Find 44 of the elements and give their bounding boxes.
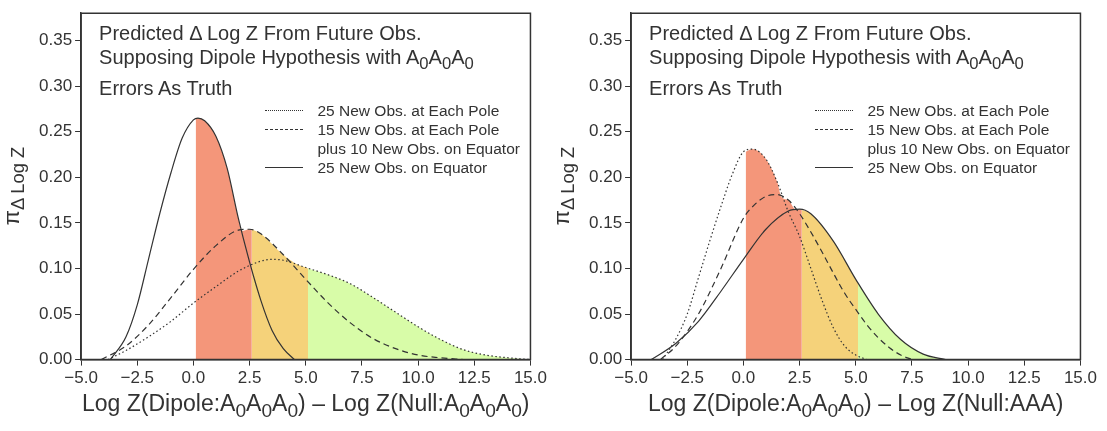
y-tick-label: 0.20	[588, 166, 623, 186]
x-tick-label: −5.0	[64, 368, 98, 388]
y-tick-label: 0.20	[38, 166, 73, 186]
x-tick-label: 0.0	[731, 368, 756, 388]
x-tick-label: 5.0	[293, 368, 318, 388]
x-tick-label: 7.5	[350, 368, 374, 388]
x-tick-label: 10.0	[951, 368, 985, 388]
x-tick-label: −2.5	[670, 368, 705, 388]
y-tick-label: 0.15	[588, 212, 623, 232]
x-tick-label: 2.5	[237, 368, 262, 388]
x-tick-label: 15.0	[513, 368, 547, 388]
y-tick-label: 0.10	[38, 258, 73, 278]
x-axis-title: Log Z(Dipole:A$_{0}$A$_{0}$A$_{0}$) – Log Z(Null:AAA)	[647, 390, 1065, 422]
x-tick-label: 15.0	[1063, 368, 1097, 388]
y-tick-label: 0.30	[38, 75, 73, 95]
y-tick-label: 0.25	[38, 121, 73, 141]
x-tick-label: 5.0	[843, 368, 868, 388]
y-tick-label: 0.35	[588, 30, 623, 50]
y-tick-label: 0.00	[588, 349, 623, 369]
y-tick-label: 0.15	[38, 212, 73, 232]
chart-title: Predicted Δ Log Z From Future Obs. Supposing Dipole Hypothesis with A$_{0}$A$_{0}$A$_{0}$ Errors As Truth	[99, 22, 474, 100]
x-tick-label: −2.5	[120, 368, 155, 388]
x-tick-label: 12.5	[1007, 368, 1041, 388]
x-tick-label: 10.0	[401, 368, 435, 388]
y-tick-label: 0.30	[588, 75, 623, 95]
text: Log Z(Dipole:A$_{0}$A$_{0}$A$_{0}$) – Log Z(Null:A$_{0}$A$_{0}$A$_{0}$)	[82, 390, 530, 421]
x-tick-label: −5.0	[614, 368, 648, 388]
legend-label: 25 New Obs. at Each Pole	[317, 101, 501, 121]
legend-label: 25 New Obs. on Equator	[867, 158, 1039, 178]
x-tick-label: 0.0	[181, 368, 206, 388]
y-tick-label: 0.05	[38, 303, 73, 323]
legend-label: 15 New Obs. at Each Pole plus 10 New Obs. on Equator	[867, 120, 1071, 159]
legend-label: 15 New Obs. at Each Pole plus 10 New Obs. on Equator	[317, 120, 521, 159]
legend-label: 25 New Obs. on Equator	[317, 158, 489, 178]
y-tick-label: 0.25	[588, 121, 623, 141]
x-tick-label: 7.5	[900, 368, 924, 388]
y-tick-label: 0.05	[588, 303, 623, 323]
y-tick-label: 0.35	[38, 30, 73, 50]
x-tick-label: 2.5	[787, 368, 812, 388]
y-tick-label: 0.00	[38, 349, 73, 369]
x-tick-label: 12.5	[457, 368, 491, 388]
chart-title: Predicted Δ Log Z From Future Obs. Supposing Dipole Hypothesis with A$_{0}$A$_{0}$A$_{0}$ Errors As Truth	[649, 22, 1024, 100]
y-tick-label: 0.10	[588, 258, 623, 278]
legend-label: 25 New Obs. at Each Pole	[867, 101, 1051, 121]
